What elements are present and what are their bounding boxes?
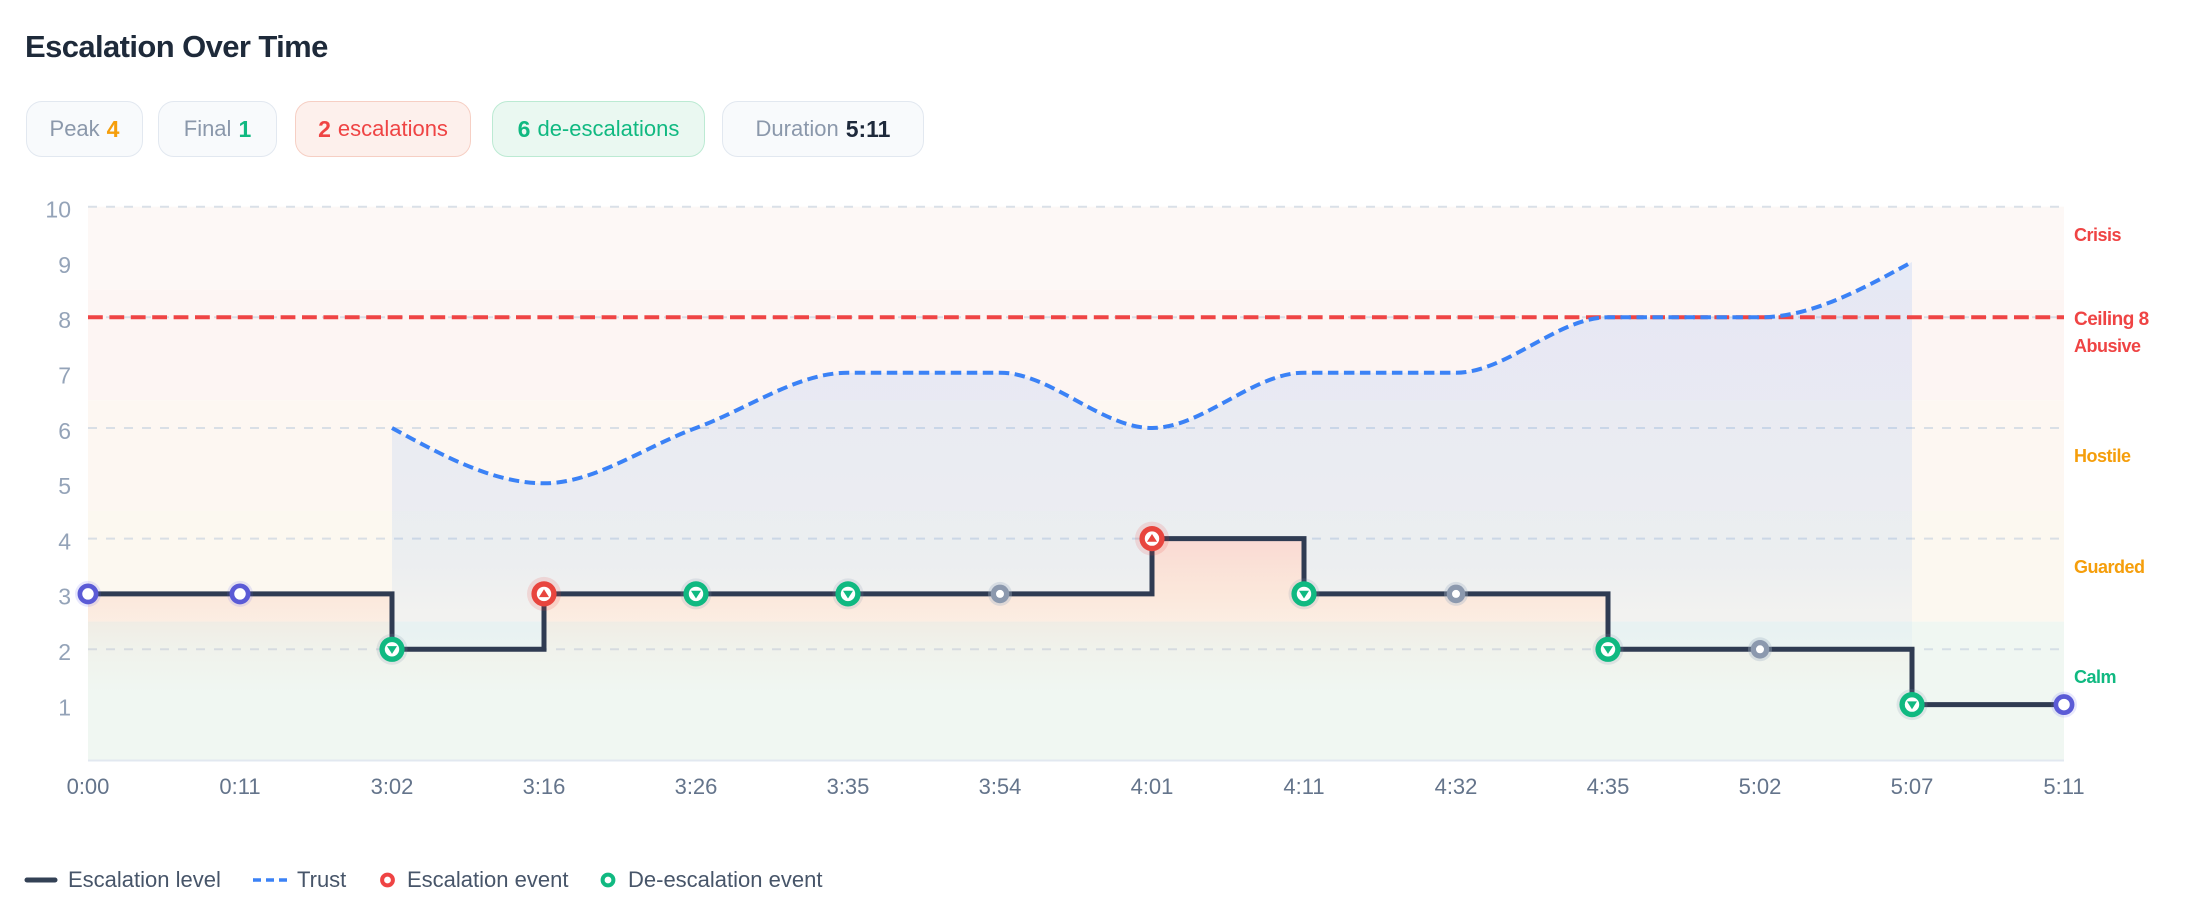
svg-text:Hostile: Hostile	[2074, 446, 2131, 466]
svg-text:3:54: 3:54	[979, 774, 1022, 799]
svg-text:0:11: 0:11	[219, 774, 260, 799]
svg-text:0:00: 0:00	[67, 774, 110, 799]
svg-text:1: 1	[58, 694, 71, 720]
svg-text:7: 7	[58, 363, 71, 389]
svg-text:3: 3	[58, 584, 71, 610]
svg-text:4: 4	[58, 528, 71, 554]
svg-text:6: 6	[58, 418, 71, 444]
svg-text:Ceiling 8: Ceiling 8	[2074, 309, 2149, 330]
svg-text:3:35: 3:35	[827, 774, 870, 799]
svg-text:De-escalation event: De-escalation event	[628, 867, 822, 892]
svg-text:Escalation event: Escalation event	[407, 867, 568, 892]
svg-text:Escalation level: Escalation level	[68, 867, 221, 892]
svg-text:3:16: 3:16	[523, 774, 566, 799]
svg-text:8: 8	[58, 307, 71, 333]
svg-text:Calm: Calm	[2074, 667, 2116, 687]
svg-text:4:35: 4:35	[1587, 774, 1630, 799]
svg-text:4:11: 4:11	[1283, 774, 1324, 799]
svg-text:5: 5	[58, 473, 71, 499]
svg-text:4:01: 4:01	[1131, 774, 1174, 799]
svg-text:5:07: 5:07	[1891, 774, 1934, 799]
svg-text:Guarded: Guarded	[2074, 557, 2145, 577]
svg-text:9: 9	[58, 252, 71, 278]
svg-text:2: 2	[58, 639, 71, 665]
svg-text:10: 10	[45, 197, 71, 223]
svg-text:5:11: 5:11	[2043, 774, 2084, 799]
svg-text:5:02: 5:02	[1739, 774, 1782, 799]
svg-text:Crisis: Crisis	[2074, 225, 2122, 245]
svg-text:Abusive: Abusive	[2074, 336, 2141, 356]
svg-text:4:32: 4:32	[1435, 774, 1478, 799]
svg-text:3:26: 3:26	[675, 774, 718, 799]
svg-text:3:02: 3:02	[371, 774, 414, 799]
svg-text:Trust: Trust	[297, 867, 346, 892]
